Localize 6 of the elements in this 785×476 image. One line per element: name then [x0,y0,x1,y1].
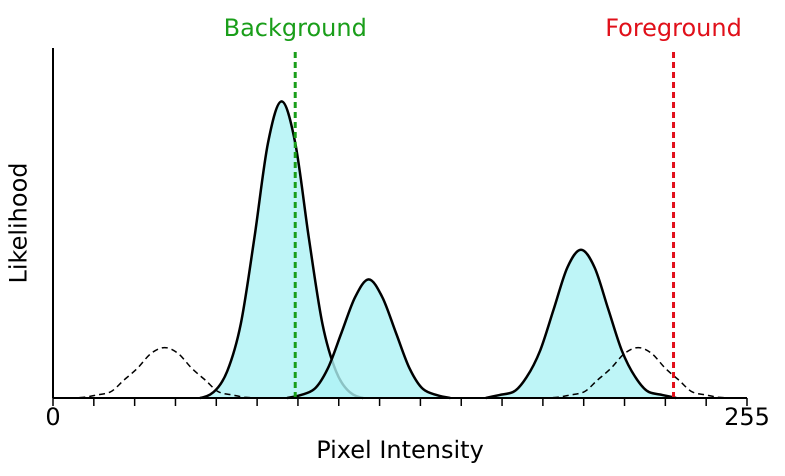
x-tick-label: 0 [45,403,61,432]
x-axis-title: Pixel Intensity [316,436,484,464]
ref-line-label: Background [224,14,367,42]
x-tick-label: 255 [724,403,770,432]
y-axis-title: Likelihood [4,162,33,284]
ref-line-label: Foreground [605,14,742,42]
